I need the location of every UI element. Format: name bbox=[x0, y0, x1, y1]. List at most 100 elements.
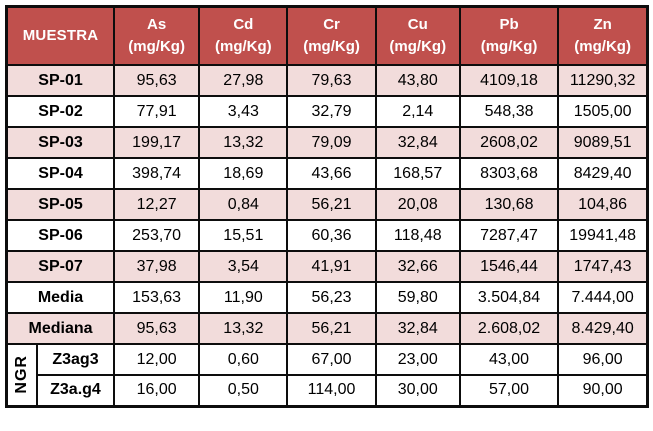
table-row-sp-03: SP-03 199,17 13,32 79,09 32,84 2608,02 9… bbox=[5, 126, 649, 159]
value-cell: 3,54 bbox=[198, 250, 289, 283]
element-symbol: Cu bbox=[407, 16, 428, 33]
value-cell: 0,84 bbox=[198, 188, 289, 221]
value-cell: 12,27 bbox=[113, 188, 201, 221]
value-cell: 59,80 bbox=[374, 281, 461, 314]
value-cell: 153,63 bbox=[113, 281, 201, 314]
value-cell: 57,00 bbox=[458, 374, 560, 407]
element-symbol: Zn bbox=[593, 16, 612, 33]
sample-label: SP-07 bbox=[5, 250, 116, 283]
sample-label: SP-01 bbox=[5, 64, 116, 97]
table-row-sp-02: SP-02 77,91 3,43 32,79 2,14 548,38 1505,… bbox=[5, 95, 649, 128]
table-row-sp-05: SP-05 12,27 0,84 56,21 20,08 130,68 104,… bbox=[5, 188, 649, 221]
column-header-as: As (mg/Kg) bbox=[113, 5, 201, 66]
element-unit: (mg/Kg) bbox=[128, 38, 185, 55]
value-cell: 104,86 bbox=[557, 188, 649, 221]
value-cell: 79,09 bbox=[286, 126, 377, 159]
element-symbol: Pb bbox=[499, 16, 519, 33]
table-container: MUESTRA As (mg/Kg) Cd (mg/Kg) Cr (mg/Kg)… bbox=[5, 5, 649, 408]
header-row: MUESTRA As (mg/Kg) Cd (mg/Kg) Cr (mg/Kg)… bbox=[5, 5, 649, 66]
muestra-column-header: MUESTRA bbox=[5, 5, 116, 66]
element-symbol: As bbox=[147, 16, 167, 33]
table-row-sp-07: SP-07 37,98 3,54 41,91 32,66 1546,44 174… bbox=[5, 250, 649, 283]
value-cell: 27,98 bbox=[198, 64, 289, 97]
value-cell: 56,23 bbox=[286, 281, 377, 314]
value-cell: 18,69 bbox=[198, 157, 289, 190]
value-cell: 60,36 bbox=[286, 219, 377, 252]
value-cell: 43,80 bbox=[374, 64, 461, 97]
value-cell: 95,63 bbox=[113, 64, 201, 97]
value-cell: 0,50 bbox=[198, 374, 289, 407]
value-cell: 11,90 bbox=[198, 281, 289, 314]
table-row-sp-01: SP-01 95,63 27,98 79,63 43,80 4109,18 11… bbox=[5, 64, 649, 97]
value-cell: 118,48 bbox=[374, 219, 461, 252]
value-cell: 253,70 bbox=[113, 219, 201, 252]
table-row-ngr-z3ag3: NGR Z3ag3 12,00 0,60 67,00 23,00 43,00 9… bbox=[5, 343, 649, 407]
value-cell: 56,21 bbox=[286, 188, 377, 221]
statistic-label: Media bbox=[5, 281, 116, 314]
value-cell: 114,00 bbox=[286, 374, 377, 407]
value-cell: 130,68 bbox=[458, 188, 560, 221]
reference-label: Z3ag3 bbox=[35, 343, 116, 376]
value-cell: 0,60 bbox=[198, 343, 289, 376]
value-cell: 56,21 bbox=[286, 312, 377, 345]
value-cell: 8303,68 bbox=[458, 157, 560, 190]
value-cell: 30,00 bbox=[374, 374, 461, 407]
value-cell: 20,08 bbox=[374, 188, 461, 221]
value-cell: 67,00 bbox=[286, 343, 377, 376]
value-cell: 7.444,00 bbox=[557, 281, 649, 314]
ngr-group-label: NGR bbox=[5, 343, 38, 407]
value-cell: 43,66 bbox=[286, 157, 377, 190]
column-header-cd: Cd (mg/Kg) bbox=[198, 5, 289, 66]
value-cell: 3,43 bbox=[198, 95, 289, 128]
ngr-vertical-text: NGR bbox=[12, 355, 30, 395]
column-header-cu: Cu (mg/Kg) bbox=[374, 5, 461, 66]
sample-label: SP-02 bbox=[5, 95, 116, 128]
element-unit: (mg/Kg) bbox=[480, 38, 538, 55]
sample-label: SP-03 bbox=[5, 126, 116, 159]
value-cell: 3.504,84 bbox=[458, 281, 560, 314]
value-cell: 2608,02 bbox=[458, 126, 560, 159]
value-cell: 23,00 bbox=[374, 343, 461, 376]
value-cell: 4109,18 bbox=[458, 64, 560, 97]
value-cell: 32,84 bbox=[374, 126, 461, 159]
value-cell: 168,57 bbox=[374, 157, 461, 190]
value-cell: 90,00 bbox=[557, 374, 649, 407]
value-cell: 79,63 bbox=[286, 64, 377, 97]
table-row-media: Media 153,63 11,90 56,23 59,80 3.504,84 … bbox=[5, 281, 649, 314]
value-cell: 8429,40 bbox=[557, 157, 649, 190]
value-cell: 12,00 bbox=[113, 343, 201, 376]
sample-label: SP-05 bbox=[5, 188, 116, 221]
value-cell: 9089,51 bbox=[557, 126, 649, 159]
value-cell: 37,98 bbox=[113, 250, 201, 283]
element-unit: (mg/Kg) bbox=[574, 38, 631, 55]
sample-label: SP-04 bbox=[5, 157, 116, 190]
value-cell: 96,00 bbox=[557, 343, 649, 376]
column-header-cr: Cr (mg/Kg) bbox=[286, 5, 377, 66]
value-cell: 398,74 bbox=[113, 157, 201, 190]
element-unit: (mg/Kg) bbox=[303, 38, 360, 55]
element-unit: (mg/Kg) bbox=[214, 38, 272, 55]
value-cell: 41,91 bbox=[286, 250, 377, 283]
value-cell: 15,51 bbox=[198, 219, 289, 252]
value-cell: 199,17 bbox=[113, 126, 201, 159]
value-cell: 1747,43 bbox=[557, 250, 649, 283]
value-cell: 1505,00 bbox=[557, 95, 649, 128]
table-row-sp-06: SP-06 253,70 15,51 60,36 118,48 7287,47 … bbox=[5, 219, 649, 252]
value-cell: 95,63 bbox=[113, 312, 201, 345]
value-cell: 8.429,40 bbox=[557, 312, 649, 345]
value-cell: 13,32 bbox=[198, 126, 289, 159]
value-cell: 13,32 bbox=[198, 312, 289, 345]
value-cell: 19941,48 bbox=[557, 219, 649, 252]
value-cell: 43,00 bbox=[458, 343, 560, 376]
table-row-sp-04: SP-04 398,74 18,69 43,66 168,57 8303,68 … bbox=[5, 157, 649, 190]
value-cell: 77,91 bbox=[113, 95, 201, 128]
value-cell: 7287,47 bbox=[458, 219, 560, 252]
value-cell: 32,84 bbox=[374, 312, 461, 345]
column-header-zn: Zn (mg/Kg) bbox=[557, 5, 649, 66]
element-symbol: Cr bbox=[323, 16, 340, 33]
value-cell: 548,38 bbox=[458, 95, 560, 128]
value-cell: 1546,44 bbox=[458, 250, 560, 283]
value-cell: 11290,32 bbox=[557, 64, 649, 97]
reference-label: Z3a.g4 bbox=[35, 374, 116, 407]
value-cell: 2,14 bbox=[374, 95, 461, 128]
